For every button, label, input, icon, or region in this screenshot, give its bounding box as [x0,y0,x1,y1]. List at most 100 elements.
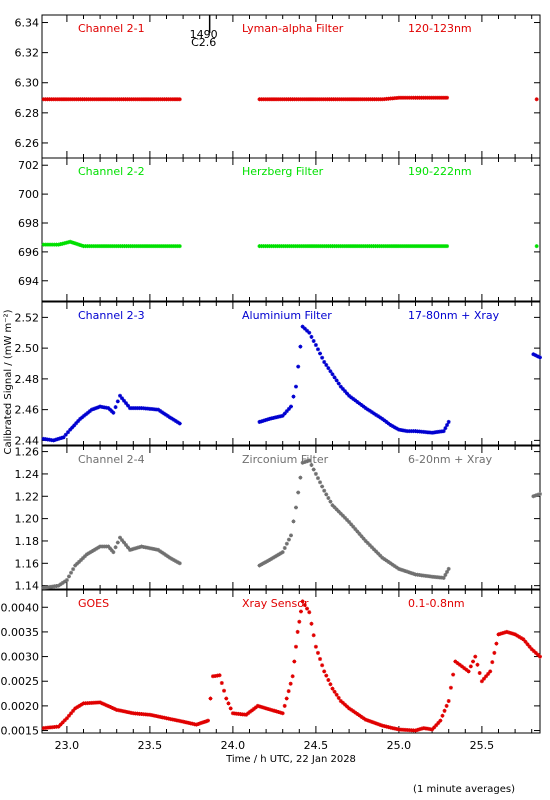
filter-label: Herzberg Filter [242,165,324,178]
data-point [462,666,467,671]
flare-class-label: C2.6 [191,36,216,49]
data-point [374,412,379,417]
data-point [177,421,182,426]
data-point [166,716,171,721]
data-point [338,384,343,389]
data-point [538,355,542,360]
data-point [268,707,273,712]
y-tick-label: 2.52 [15,311,40,324]
y-axis-title: Calibrated Signal / (mW m⁻²) [3,309,14,454]
data-point [328,682,333,687]
data-point [168,717,173,722]
data-point [338,511,343,516]
data-point [441,575,446,580]
data-point [52,725,57,730]
data-point [410,244,415,249]
x-axis-title: Time / h UTC, 22 Jan 2028 [225,754,356,765]
data-point [332,375,337,380]
data-point [129,710,134,715]
data-point [439,244,444,249]
data-point [173,559,178,564]
data-point [428,244,433,249]
data-point [293,384,298,389]
data-point [298,609,303,614]
data-point [369,545,374,550]
data-point [455,661,460,666]
y-tick-label: 0.0020 [1,700,40,713]
data-point [422,244,427,249]
data-point [508,631,513,636]
data-point [390,96,395,101]
data-point [68,239,73,244]
y-tick-label: 702 [18,159,39,172]
data-point [222,688,227,693]
data-point [365,718,370,723]
data-point [372,411,376,416]
data-point [48,725,53,730]
data-point [133,546,138,551]
data-point [160,550,165,555]
data-point [409,429,414,434]
data-point [96,700,101,705]
series-1 [41,95,539,102]
data-point [71,567,76,572]
data-point [453,659,458,664]
data-point [423,430,428,435]
data-point [278,551,283,556]
data-point [372,720,376,725]
data-point [75,561,80,566]
panel-2: 694 696 698 700 702 Channel 2-2 Herzberg Filte… [18,157,541,302]
data-point [421,573,426,578]
data-point [484,674,489,679]
data-point [135,545,140,550]
data-point [386,96,391,101]
data-point [384,96,389,101]
data-point [396,727,401,732]
data-point [52,242,57,247]
data-point [535,354,540,359]
data-point [305,459,310,464]
data-point [111,550,116,555]
data-point [176,718,181,723]
data-point [104,703,109,708]
data-point [123,401,128,406]
data-point [382,97,387,102]
data-point [384,419,389,424]
data-point [401,727,406,732]
data-point [43,585,48,590]
data-point [534,244,539,249]
y-tick-label: 6.32 [15,47,40,60]
data-point [45,725,50,730]
data-point [445,569,450,574]
data-point [386,559,391,564]
data-point [85,410,90,415]
data-point [336,695,341,700]
data-point [127,547,132,552]
data-point [504,629,509,634]
data-point [353,527,358,532]
channel-label: Channel 2-2 [78,165,145,178]
data-point [424,244,429,249]
data-point [313,644,318,649]
data-point [170,717,175,722]
panel-frame [41,157,541,302]
data-point [114,707,119,712]
x-tick-label: 25.5 [470,739,495,752]
data-point [326,495,331,500]
data-point [334,378,339,383]
data-point [61,435,66,440]
data-point [77,242,82,247]
data-point [172,717,177,722]
data-point [365,541,370,546]
data-point [116,708,121,713]
data-point [330,503,335,508]
y-tick-label: 0.0015 [1,725,40,738]
data-point [411,95,416,100]
data-point [434,723,439,728]
data-point [506,630,511,635]
data-point [428,574,433,579]
data-point [408,244,413,249]
data-point [69,711,74,716]
data-point [401,428,406,433]
